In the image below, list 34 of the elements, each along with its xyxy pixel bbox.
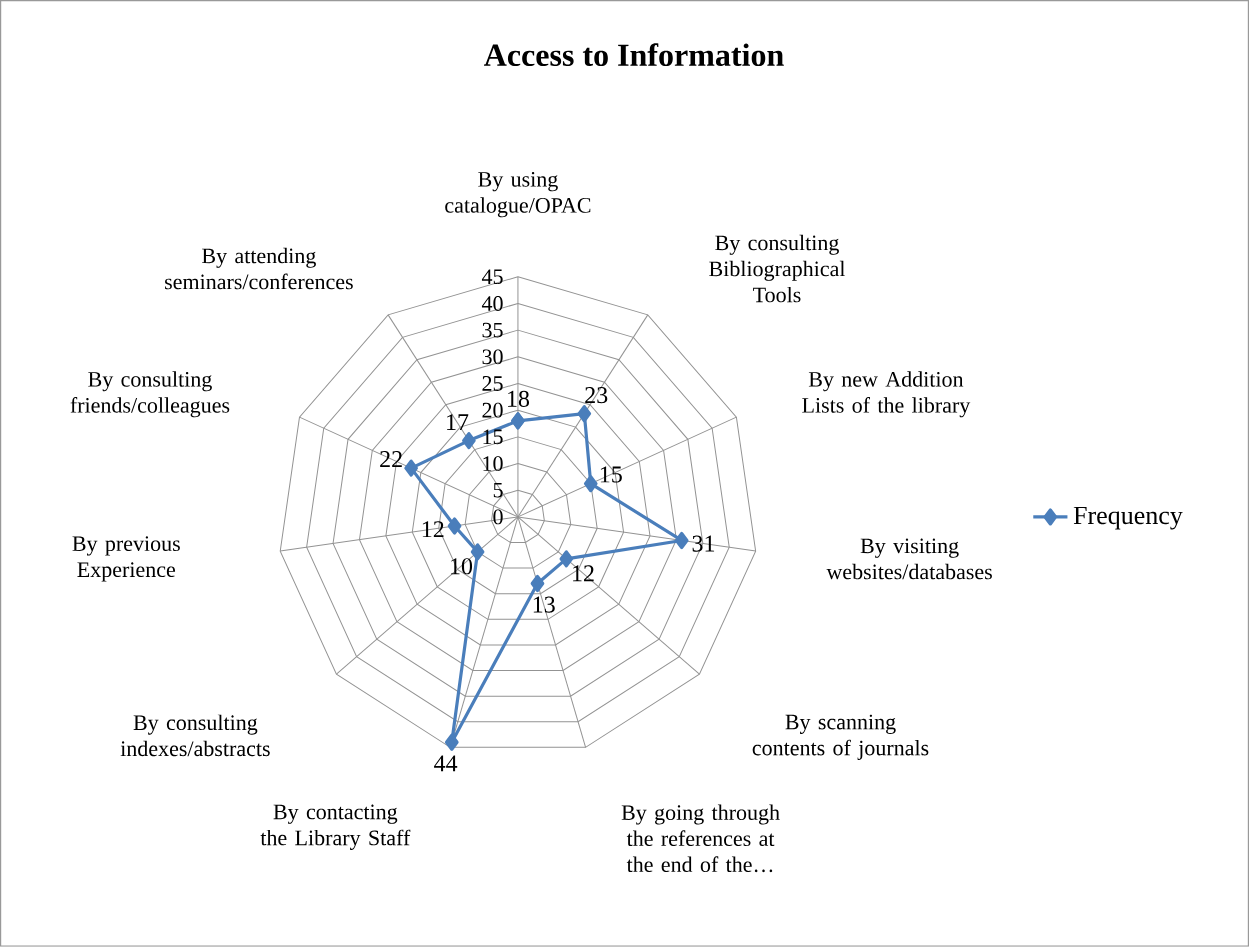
spoke-label: By visiting websites/databases	[826, 538, 992, 580]
y-tick-label: 0	[493, 509, 503, 525]
y-tick-label: 25	[482, 376, 503, 391]
data-label: 31	[692, 535, 715, 552]
spoke-label: By consulting indexes/abstracts	[120, 714, 270, 757]
data-label: 22	[380, 451, 402, 468]
spoke-label: By consulting Bibliographical Tools	[709, 234, 846, 303]
spoke-label: By going through the references at the end of the…	[621, 804, 780, 873]
y-tick-label: 5	[493, 483, 503, 498]
spoke-label: By scanning contents of journals	[752, 714, 929, 760]
y-tick-label: 20	[482, 402, 503, 418]
legend-label: Frequency	[1073, 506, 1183, 530]
y-tick-label: 45	[481, 269, 503, 285]
data-label: 12	[422, 521, 444, 538]
data-label: 10	[451, 558, 473, 575]
y-tick-label: 35	[482, 322, 503, 338]
data-label: 44	[434, 755, 458, 772]
y-tick-label: 30	[482, 349, 503, 365]
spoke-label: By attending seminars/conferences	[165, 247, 353, 290]
data-label: 15	[600, 466, 622, 483]
data-label: 17	[447, 414, 469, 431]
spoke-label: By previous Experience	[72, 536, 180, 582]
spoke-label: By contacting the Library Staff	[260, 804, 411, 850]
y-tick-label: 40	[481, 296, 503, 311]
y-tick-label: 15	[483, 429, 503, 445]
spoke-label: By new Addition Lists of the library	[802, 371, 971, 418]
spoke-label: By using catalogue/OPAC	[445, 172, 591, 218]
chart-title: Access to Information	[484, 43, 784, 67]
data-label: 23	[585, 387, 608, 404]
data-label: 13	[533, 596, 555, 613]
spoke-label: By consulting friends/colleagues	[70, 371, 230, 418]
data-label: 12	[573, 565, 594, 582]
data-label: 18	[508, 390, 530, 408]
y-tick-label: 10	[483, 456, 503, 472]
